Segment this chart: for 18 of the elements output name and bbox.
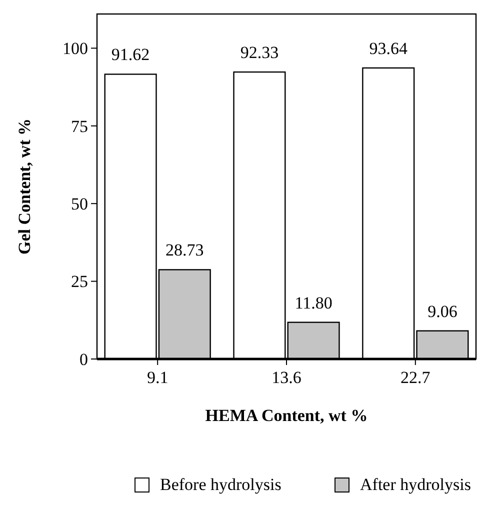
data-label: 93.64 bbox=[369, 38, 408, 58]
data-label: 28.73 bbox=[166, 240, 204, 260]
y-tick-label: 50 bbox=[71, 194, 88, 214]
x-tick-label: 13.6 bbox=[272, 368, 302, 387]
x-tick-label: 22.7 bbox=[400, 368, 431, 387]
data-label: 9.06 bbox=[428, 302, 458, 321]
y-axis-title: Gel Content, wt % bbox=[15, 118, 34, 254]
y-tick-label: 0 bbox=[80, 350, 88, 369]
data-label: 92.33 bbox=[240, 43, 279, 62]
legend-label: Before hydrolysis bbox=[160, 475, 282, 494]
data-label: 11.80 bbox=[294, 293, 332, 312]
y-tick-label: 25 bbox=[71, 272, 88, 292]
x-axis-title: HEMA Content, wt % bbox=[205, 406, 368, 425]
x-tick-label: 9.1 bbox=[146, 368, 168, 387]
legend-label: After hydrolysis bbox=[360, 475, 471, 494]
data-label: 91.62 bbox=[111, 45, 150, 64]
y-tick-label: 100 bbox=[62, 39, 88, 58]
y-tick-label: 75 bbox=[71, 116, 88, 136]
